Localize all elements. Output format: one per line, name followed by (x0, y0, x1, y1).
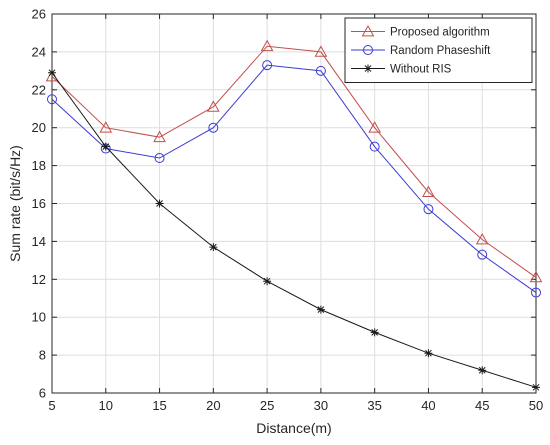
data-point (101, 142, 110, 151)
data-point (206, 100, 220, 112)
y-tick-label: 12 (32, 272, 46, 287)
x-tick-label: 30 (314, 398, 328, 413)
x-tick-label: 40 (421, 398, 435, 413)
data-point (423, 204, 434, 215)
y-tick-label: 24 (32, 44, 46, 59)
data-point (48, 68, 56, 77)
data-point (315, 65, 326, 76)
series-line (51, 45, 537, 278)
y-tick-label: 18 (32, 158, 46, 173)
x-tick-label: 15 (152, 398, 166, 413)
data-point (99, 121, 113, 133)
data-point (475, 232, 489, 245)
data-point (532, 383, 540, 392)
series-triangle (45, 39, 543, 283)
data-point (424, 349, 433, 358)
x-tick-label: 45 (475, 398, 489, 413)
data-point (370, 328, 379, 337)
data-point (368, 121, 382, 133)
x-tick-label: 50 (529, 398, 543, 413)
data-point (153, 130, 166, 143)
y-tick-label: 20 (32, 120, 46, 135)
y-tick-label: 6 (39, 386, 46, 401)
legend: Proposed algorithm Random Phaseshift Witho… (344, 17, 533, 83)
data-point (422, 185, 435, 198)
data-point (314, 45, 328, 57)
data-point (369, 141, 380, 152)
y-tick-label: 14 (32, 234, 46, 249)
data-point (154, 153, 165, 164)
data-point (262, 60, 273, 71)
y-tick-label: 10 (32, 310, 46, 325)
data-point (263, 277, 272, 286)
data-point (316, 305, 325, 314)
series-layer (45, 39, 543, 392)
data-point (209, 243, 218, 252)
data-point (47, 94, 57, 105)
series-line (51, 64, 537, 293)
y-tick-label: 22 (32, 82, 46, 97)
y-tick-label: 8 (39, 348, 46, 363)
legend-label: Random Phaseshift (390, 45, 491, 57)
y-tick-label: 16 (32, 196, 46, 211)
data-point (260, 39, 274, 52)
data-point (531, 287, 541, 298)
y-axis-label: Sum rate (bit/s/Hz) (7, 145, 23, 262)
axis-ticks: 5 10 15 20 25 30 35 40 45 50 6 8 10 12 14 16 18 20 22 24 26 (32, 7, 544, 414)
data-point (478, 366, 487, 375)
x-tick-label: 35 (367, 398, 381, 413)
x-axis-label: Distance(m) (256, 420, 331, 436)
series-line (51, 72, 537, 388)
series-asterisk (48, 68, 540, 392)
legend-marker (363, 45, 373, 55)
legend-label: Proposed algorithm (390, 27, 490, 39)
y-tick-label: 26 (32, 7, 46, 22)
x-tick-label: 25 (260, 398, 274, 413)
x-tick-label: 5 (48, 398, 55, 413)
legend-marker (361, 24, 375, 37)
legend-label: Without RIS (390, 64, 452, 76)
data-point (155, 199, 164, 208)
x-tick-label: 10 (99, 398, 113, 413)
data-point (477, 249, 488, 260)
series-circle (47, 60, 541, 298)
data-point (208, 122, 219, 133)
x-tick-label: 20 (206, 398, 220, 413)
data-point (529, 270, 543, 283)
legend-marker (364, 64, 372, 73)
